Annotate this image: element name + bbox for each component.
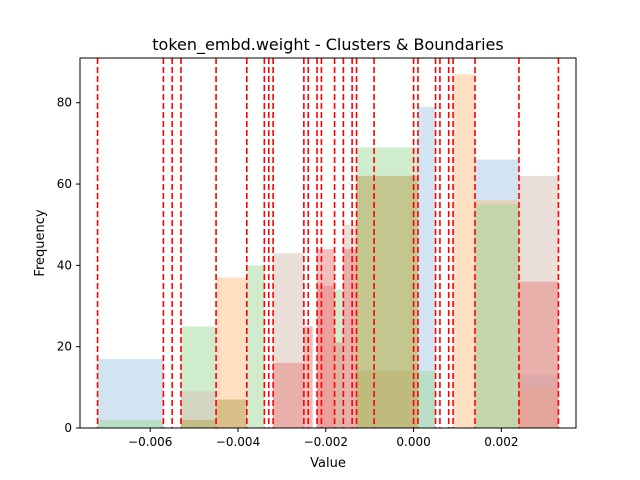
x-tick-label: −0.002 — [304, 435, 348, 449]
histogram-bar — [475, 204, 519, 428]
y-tick-label: 0 — [64, 421, 72, 435]
x-axis-label: Value — [310, 456, 346, 471]
histogram-bar — [417, 106, 436, 429]
histogram-bar — [180, 419, 217, 428]
y-tick-label: 80 — [57, 96, 72, 110]
histogram-bar — [343, 249, 357, 428]
x-tick-label: 0.002 — [484, 435, 518, 449]
y-tick-label: 20 — [57, 340, 72, 354]
histogram-bar — [356, 175, 418, 428]
x-tick-label: 0.000 — [396, 435, 430, 449]
y-axis-ticks: 0 20 40 60 80 — [57, 96, 80, 435]
histogram-bar — [317, 285, 335, 428]
cluster-boundaries — [96, 58, 560, 428]
histogram-bar — [246, 265, 265, 428]
histogram-bar — [97, 419, 164, 428]
x-tick-label: −0.006 — [128, 435, 172, 449]
histogram-bar — [97, 358, 164, 428]
histogram-bar — [334, 342, 344, 428]
histogram-bar — [273, 362, 304, 428]
histogram-bar — [216, 399, 247, 428]
plot-frame — [79, 57, 577, 429]
x-tick-label: −0.004 — [216, 435, 260, 449]
histogram-bar — [417, 371, 436, 428]
histogram-bar — [453, 74, 476, 428]
histogram-bar — [518, 281, 559, 428]
x-axis-ticks: −0.006 −0.004 −0.002 0.000 0.002 — [128, 428, 519, 449]
y-tick-label: 60 — [57, 177, 72, 191]
y-axis-label: Frequency — [33, 209, 48, 276]
y-tick-label: 40 — [57, 258, 72, 272]
chart-title: token_embd.weight - Clusters & Boundarie… — [152, 35, 503, 55]
